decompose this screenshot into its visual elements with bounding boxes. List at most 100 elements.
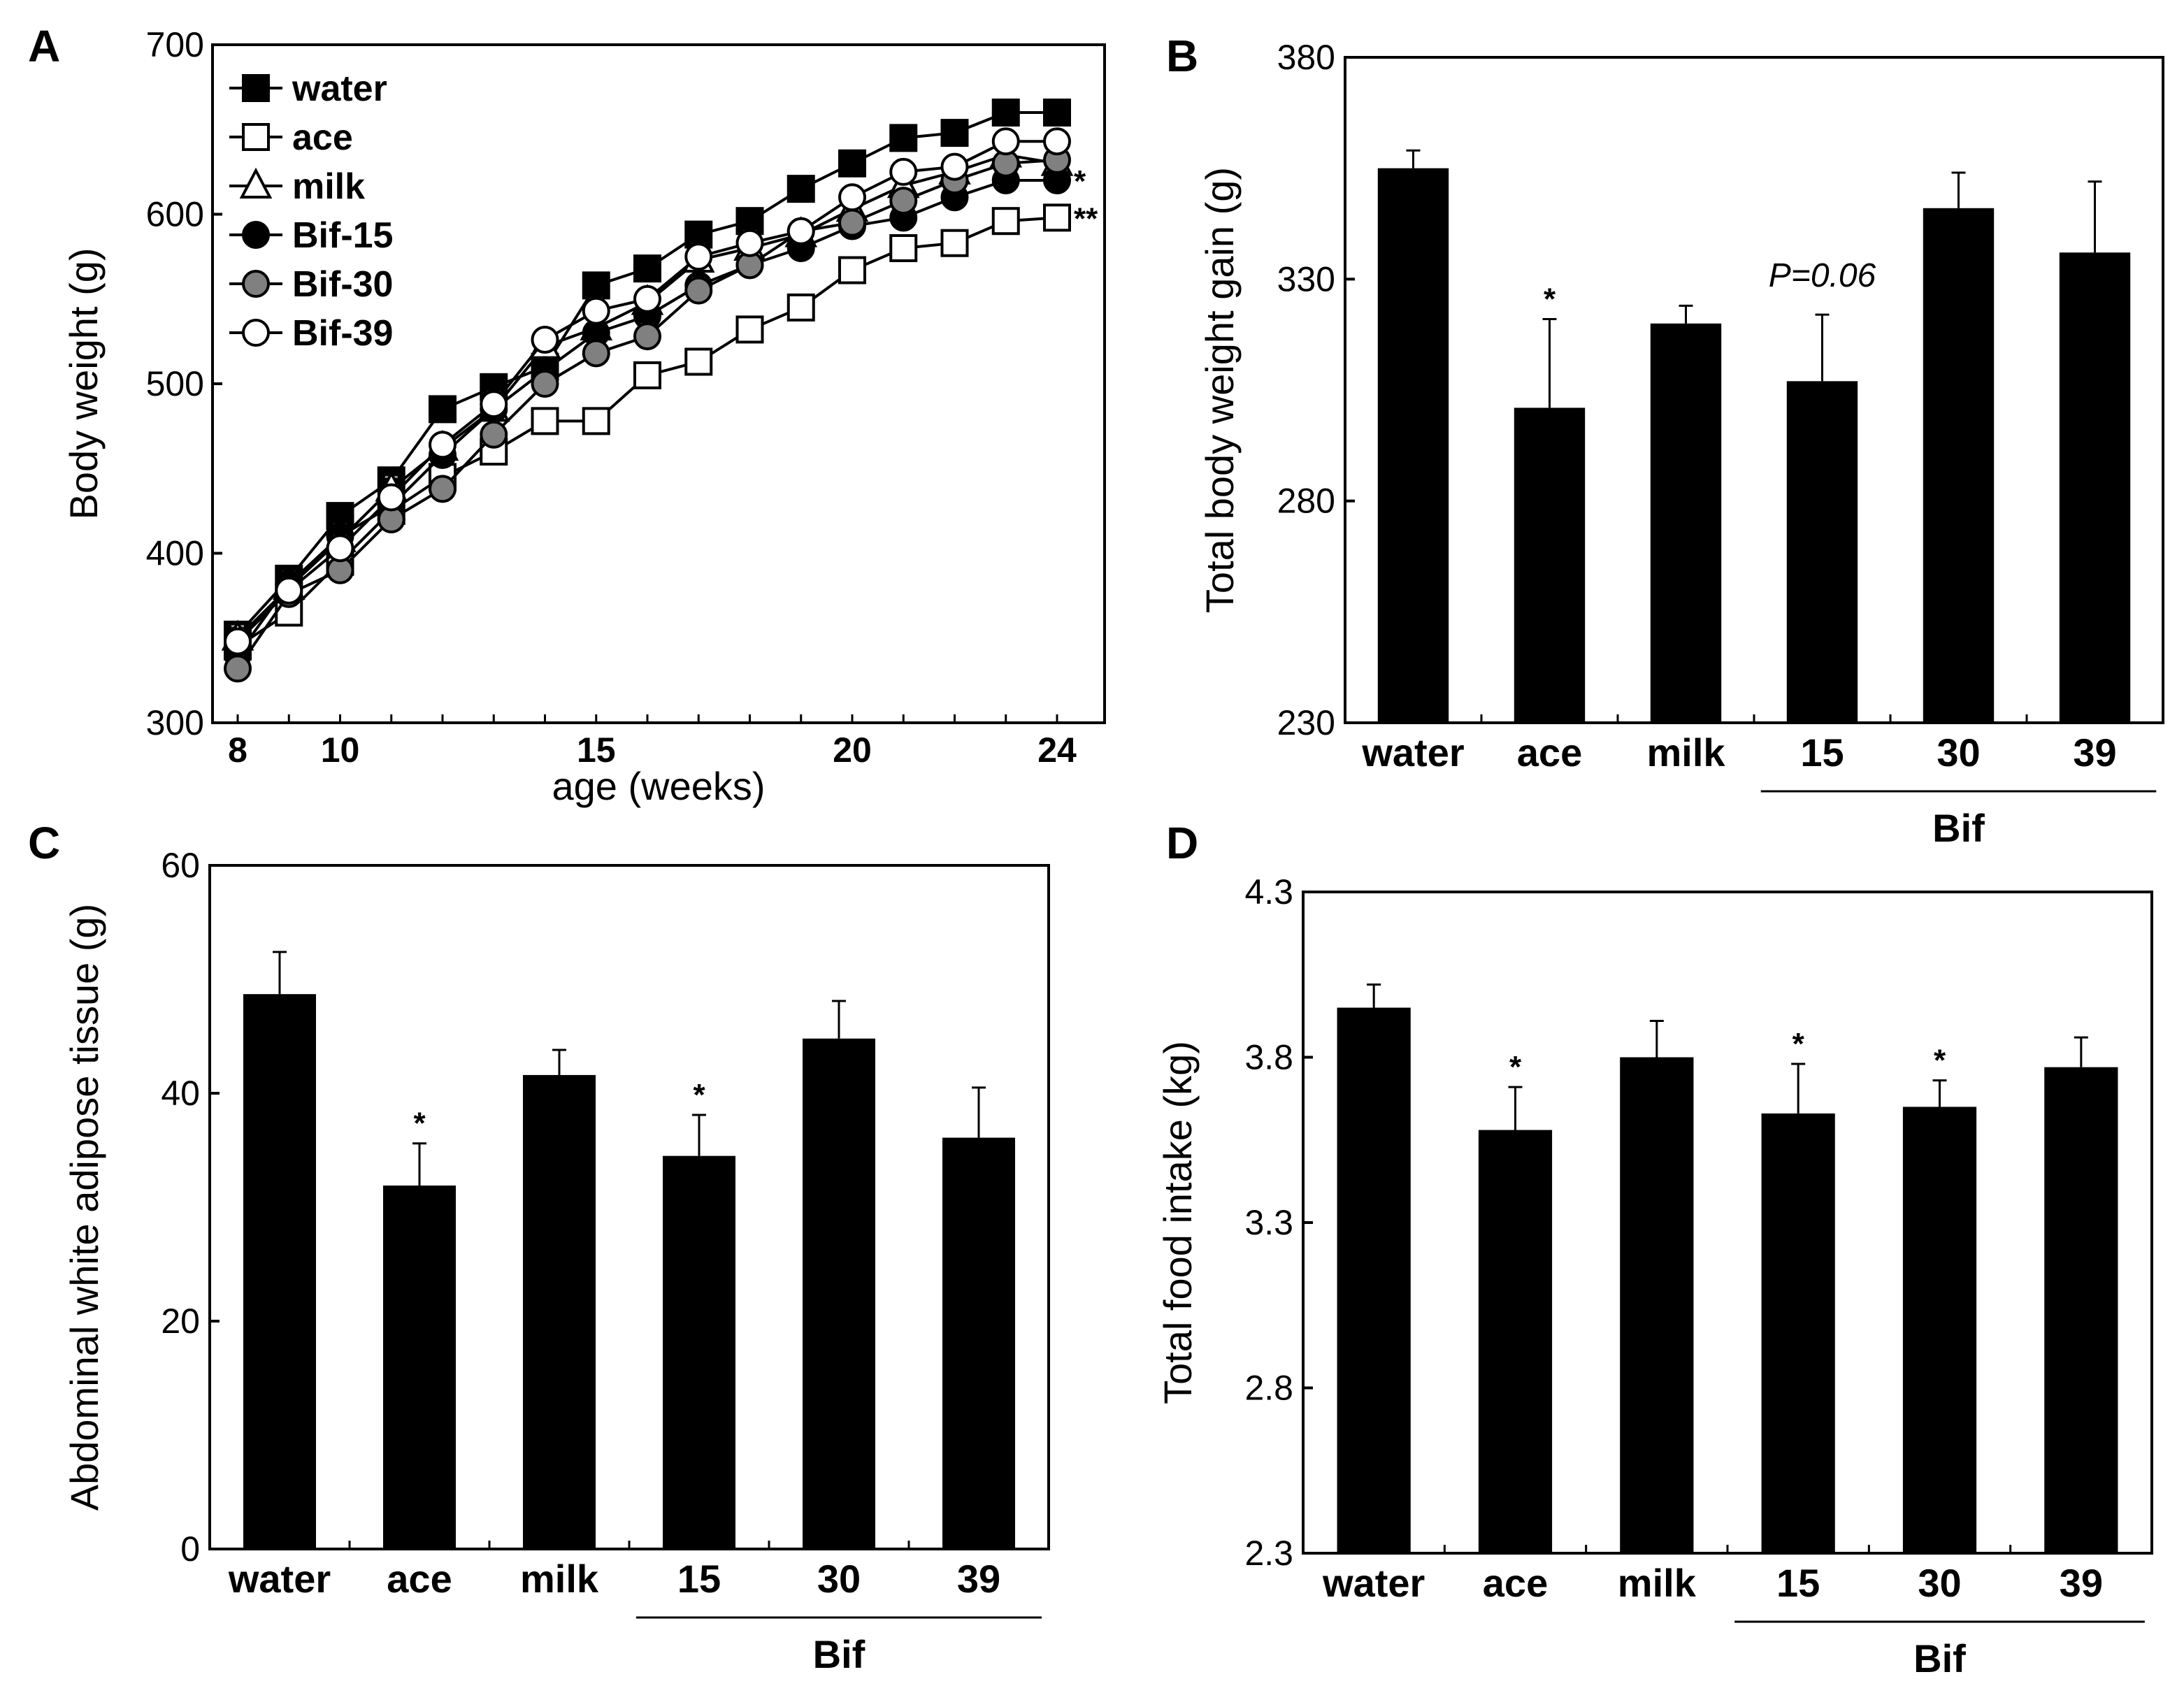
plot-frame	[208, 864, 1050, 1550]
data-point	[940, 152, 969, 181]
legend-label: Bif-39	[292, 313, 393, 354]
y-axis-title: Total body weight gain (g)	[1198, 167, 1242, 613]
y-tick-label: 4.3	[1244, 872, 1293, 912]
y-tick-label: 400	[146, 534, 204, 573]
bar-milk	[1620, 1057, 1694, 1553]
significance-marker: *	[413, 1107, 426, 1141]
bar-15	[663, 1155, 735, 1549]
legend-marker	[242, 221, 270, 249]
data-point	[735, 229, 764, 257]
data-point	[326, 534, 354, 563]
category-label: milk	[1646, 730, 1725, 775]
x-tick-label: 10	[321, 730, 360, 770]
panel-b: B 230 280 330 380 water ace milk 15 30 39 Bif Total…	[1166, 31, 2164, 850]
y-axis-title: Total food intake (kg)	[1156, 1041, 1200, 1404]
category-label: water	[1322, 1561, 1425, 1605]
bar-water	[1377, 168, 1449, 723]
category-label: water	[1361, 730, 1464, 775]
category-label: water	[228, 1557, 331, 1601]
data-point	[633, 284, 661, 313]
y-tick-label: 20	[161, 1302, 200, 1341]
category-label: 39	[957, 1557, 1000, 1601]
data-point	[838, 149, 866, 178]
y-tick-label: 2.8	[1244, 1369, 1293, 1408]
category-label: 15	[677, 1557, 721, 1601]
legend-marker	[242, 123, 270, 151]
bar-30	[803, 1038, 875, 1549]
y-tick-label: 600	[146, 195, 204, 234]
legend-marker	[239, 167, 273, 199]
bar-water	[243, 994, 316, 1549]
bar-15	[1761, 1113, 1835, 1553]
data-point	[889, 234, 918, 262]
category-label: ace	[1517, 730, 1582, 775]
data-point	[480, 420, 508, 449]
panel-d: D 2.3 2.8 3.3 3.8 4.3 water ace milk 15 30 39 Bif To…	[1156, 818, 2153, 1680]
data-point	[429, 475, 457, 503]
x-tick-label: 15	[577, 730, 616, 770]
category-label: ace	[1483, 1561, 1548, 1605]
category-label: 15	[1800, 730, 1844, 775]
data-point	[582, 296, 610, 325]
y-tick-label: 3.8	[1244, 1038, 1293, 1077]
category-label: 30	[1937, 730, 1980, 775]
x-tick-label: 8	[228, 730, 247, 770]
data-point	[684, 347, 713, 376]
data-point	[377, 483, 405, 512]
group-label: Bif	[1932, 806, 1985, 850]
bar-milk	[1650, 323, 1722, 723]
data-point	[1043, 99, 1071, 127]
category-label: milk	[1618, 1561, 1697, 1605]
legend-marker	[242, 74, 270, 102]
significance-marker: *	[693, 1078, 705, 1112]
data-point	[531, 407, 559, 435]
legend-label: ace	[292, 117, 353, 158]
y-axis-title: Abdominal white adipose tissue (g)	[62, 904, 106, 1511]
bar-ace	[383, 1186, 456, 1549]
data-point	[531, 325, 559, 354]
data-point	[889, 124, 918, 152]
data-point	[582, 407, 610, 435]
data-point	[684, 276, 713, 305]
legend: water ace milk Bif-15 Bif-30 Bif-39	[229, 69, 393, 354]
data-point	[224, 654, 252, 683]
data-point	[889, 157, 918, 186]
bar-ace	[1478, 1130, 1553, 1553]
y-tick-label: 3.3	[1244, 1203, 1293, 1242]
data-point	[480, 390, 508, 419]
bar-ace	[1514, 408, 1586, 723]
legend-label: milk	[292, 166, 365, 207]
significance-marker: *	[1074, 164, 1086, 199]
legend-label: Bif-30	[292, 264, 393, 305]
series-water	[224, 99, 1071, 649]
data-point	[838, 208, 866, 237]
bar-milk	[523, 1074, 596, 1549]
x-tick-label: 24	[1037, 730, 1077, 770]
bar-39	[2044, 1067, 2118, 1553]
data-point	[991, 127, 1020, 156]
legend-label: water	[292, 69, 387, 109]
data-point	[1043, 203, 1071, 232]
bar-chart-adipose: 0 20 40 60 water ace milk 15 30 39 Bif Abdominal wh…	[62, 846, 1050, 1676]
data-point	[1043, 127, 1071, 156]
panel-label-c: C	[28, 818, 60, 868]
bar-30	[1923, 208, 1995, 723]
x-tick-label: 20	[833, 730, 872, 770]
significance-marker: *	[1509, 1050, 1522, 1084]
category-label: 15	[1776, 1561, 1820, 1605]
y-tick-label: 40	[161, 1074, 200, 1113]
data-point	[633, 361, 661, 389]
legend-marker	[242, 319, 270, 347]
bar-15	[1786, 381, 1858, 723]
panel-a: A 300 400 500 600 700 8 10 15 20 24 age (weeks) Bod…	[28, 21, 1106, 808]
y-tick-label: 230	[1277, 703, 1335, 742]
data-point	[633, 322, 661, 351]
x-axis-title: age (weeks)	[552, 764, 765, 808]
data-point	[991, 99, 1020, 127]
panel-c: C 0 20 40 60 water ace milk 15 30 39 Bif Abdominal …	[28, 818, 1050, 1676]
data-point	[633, 254, 661, 283]
data-point	[582, 339, 610, 368]
significance-marker: **	[1074, 201, 1098, 236]
data-point	[889, 187, 918, 215]
